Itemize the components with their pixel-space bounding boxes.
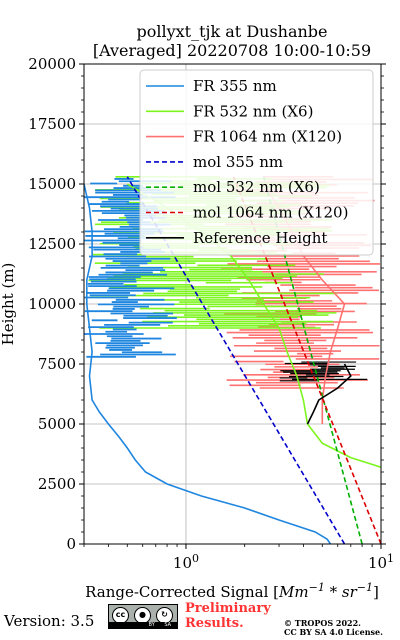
cc-license-badge[interactable]: cc ● ↻ BY SA (108, 604, 178, 629)
version-label: Version: 3.5 (4, 612, 95, 630)
y-tick-label: 10000 (28, 295, 76, 313)
chart-title-line-2: [Averaged] 20220708 10:00-10:59 (92, 41, 372, 60)
y-tick-label: 20000 (28, 55, 76, 73)
series-line-fr355 (84, 183, 332, 544)
legend-label-mol355: mol 355 nm (193, 153, 283, 171)
signal-profile-chart: 0 2500 5000 7500 10000 12500 15000 17500 20000 10… (0, 55, 394, 600)
legend-label-mol532: mol 532 nm (X6) (193, 178, 320, 196)
y-tick-label: 15000 (28, 175, 76, 193)
copyright-note: © TROPOS 2022. CC BY SA 4.0 License. (284, 618, 383, 637)
x-axis-label: Range-Corrected Signal [Mm−1 * sr−1] (85, 581, 379, 600)
legend-label-reference: Reference Height (193, 229, 327, 247)
cc-icon: cc (112, 607, 129, 624)
series-line-reference (306, 363, 352, 425)
y-tick-label: 0 (66, 535, 76, 553)
legend: FR 355 nm FR 532 nm (X6) FR 1064 nm (X120)… (139, 69, 374, 256)
cc-strip: BY SA (109, 622, 177, 628)
y-tick-label: 7500 (38, 355, 76, 373)
legend-label-fr355: FR 355 nm (193, 77, 277, 95)
chart-title-line-1: pollyxt_tjk at Dushanbe (136, 22, 328, 41)
axes: 0 2500 5000 7500 10000 12500 15000 17500 20000 10… (0, 55, 394, 600)
y-tick-label: 12500 (28, 235, 76, 253)
y-tick-label: 2500 (38, 475, 76, 493)
y-tick-label: 5000 (38, 415, 76, 433)
x-tick-label: 101 (368, 552, 394, 572)
preliminary-results-note: Preliminary Results. (185, 601, 271, 631)
y-tick-label: 17500 (28, 115, 76, 133)
legend-label-fr1064: FR 1064 nm (X120) (193, 128, 342, 146)
legend-box (139, 69, 374, 256)
x-tick-label: 100 (173, 552, 199, 572)
legend-label-mol1064: mol 1064 nm (X120) (193, 204, 348, 222)
legend-label-fr532: FR 532 nm (X6) (193, 102, 313, 120)
y-axis-label: Height (m) (0, 263, 17, 346)
